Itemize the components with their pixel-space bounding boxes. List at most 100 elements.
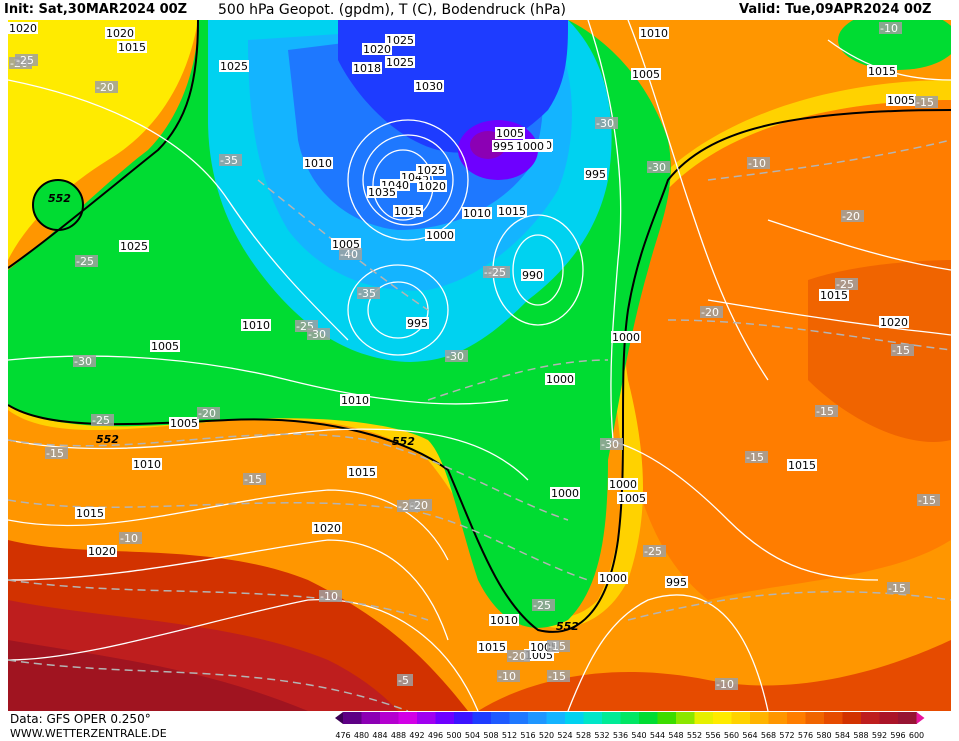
isobar-label: 1005 xyxy=(170,417,198,430)
isobar-label: 1015 xyxy=(478,641,506,654)
temperature-label: -15 xyxy=(46,447,64,460)
colorbar-swatch xyxy=(583,712,603,724)
colorbar-swatch xyxy=(454,712,473,724)
colorbar-swatch xyxy=(768,712,788,724)
colorbar: 476 480 484 488 492 496 500 504 508 512 516 520 524 5… xyxy=(335,712,925,740)
isobar-label-box xyxy=(150,340,180,352)
colorbar-tick-label: 508 xyxy=(483,731,498,740)
colorbar-swatch xyxy=(639,712,658,724)
isobar-label: 1000 xyxy=(599,572,627,585)
isobar-label: 1010 xyxy=(242,319,270,332)
temperature-label-box xyxy=(643,545,666,557)
isobar-label-box xyxy=(665,576,688,588)
colorbar-swatch xyxy=(879,712,899,724)
isobar-label: 1025 xyxy=(386,34,414,47)
temperature-label-box xyxy=(547,640,570,652)
map-header: Init: Sat,30MAR2024 00Z 500 hPa Geopot. … xyxy=(0,0,959,20)
isobar-label-box xyxy=(545,373,575,385)
isobar-label-box xyxy=(417,180,447,192)
isobar-label-box xyxy=(347,466,377,478)
temperature-label: -30 xyxy=(601,438,619,451)
geopotential-552-contour xyxy=(8,109,951,633)
isobar-label: 1015 xyxy=(118,41,146,54)
colorbar-swatch xyxy=(398,712,418,724)
colorbar-tick-label: 568 xyxy=(761,731,776,740)
temperature-label: -15 xyxy=(892,344,910,357)
colorbar-tick-label: 488 xyxy=(391,731,406,740)
isobar-label-box xyxy=(819,289,849,301)
temperature-label-box xyxy=(243,473,266,485)
temperature-label-box xyxy=(339,248,362,260)
isobar-label: 1000 xyxy=(609,478,637,491)
temperature-label-box xyxy=(841,210,864,222)
isobar-label: 1000 xyxy=(546,373,574,386)
temperature-label: -5 xyxy=(398,674,409,687)
temperature-label-box xyxy=(497,670,520,682)
temperature-label-box xyxy=(75,255,98,267)
colorbar-tick-label: 536 xyxy=(613,731,628,740)
temperature-label: -30 xyxy=(596,117,614,130)
colorbar-tick-label: 588 xyxy=(853,731,868,740)
geopotential-552-contour-west xyxy=(8,20,199,269)
isobar-label: 1025 xyxy=(120,240,148,253)
isobar-label-box xyxy=(886,94,916,106)
isobar-label: 1010 xyxy=(640,27,668,40)
temperature-label: -15 xyxy=(916,96,934,109)
isobar-label: 1020 xyxy=(106,27,134,40)
isobar-label: 1015 xyxy=(498,205,526,218)
isobar-label: 1020 xyxy=(9,22,37,35)
temperature-label-box xyxy=(357,287,380,299)
temperature-label: -30 xyxy=(308,328,326,341)
west-green-cutoff xyxy=(33,180,83,230)
isobar-label-box xyxy=(87,545,117,557)
temperature-label-box xyxy=(95,81,118,93)
colorbar-tick-label: 480 xyxy=(354,731,369,740)
init-time: Init: Sat,30MAR2024 00Z xyxy=(4,2,188,17)
temperature-label: -20 xyxy=(508,650,526,663)
isobar-label: 1005 xyxy=(887,94,915,107)
isobar-label: 1005 xyxy=(496,127,524,140)
isobar-label: 1005 xyxy=(151,340,179,353)
isobar-label: 1025 xyxy=(386,56,414,69)
geopotential-label: 552 xyxy=(48,192,71,205)
isobar-label-box xyxy=(385,34,415,46)
isobar-label: 1010 xyxy=(133,458,161,471)
isobar-label: 1015 xyxy=(394,205,422,218)
isobar-label: 1015 xyxy=(348,466,376,479)
isobar-label-box xyxy=(425,229,455,241)
temperature-label: -25 xyxy=(76,255,94,268)
isobar-label-box xyxy=(867,65,897,77)
colorbar-tick-label: 520 xyxy=(539,731,554,740)
isobar-label-box xyxy=(119,240,149,252)
colorbar-swatch xyxy=(528,712,547,724)
temperature-label-box xyxy=(219,154,242,166)
isobar-label-box xyxy=(75,507,105,519)
temperature-label-box xyxy=(15,54,38,66)
colorbar-swatch xyxy=(805,712,825,724)
colorbar-swatch xyxy=(343,712,362,724)
temperature-label-group: -20 -20 -35 -25 -40 -35 -25 -30 -30 -25 -20 -15 -15 -… xyxy=(9,22,940,691)
isobar-label: 1000 xyxy=(612,331,640,344)
temperature-label: -15 xyxy=(548,640,566,653)
temperature-label-box xyxy=(595,117,618,129)
isobar-label-box xyxy=(393,205,423,217)
colorbar-tick-label: 516 xyxy=(520,731,535,740)
isobar-label: 1005 xyxy=(632,68,660,81)
isobar-label: 1010 xyxy=(304,157,332,170)
colorbar-max-arrow xyxy=(916,712,925,724)
colorbar-tick-label: 576 xyxy=(798,731,813,740)
colorbar-tick-label: 596 xyxy=(890,731,905,740)
isobar-label: 1020 xyxy=(313,522,341,535)
colorbar-swatch xyxy=(546,712,566,724)
cold-darkblue-region xyxy=(338,20,568,153)
temperature-label-box xyxy=(91,414,114,426)
temperature-label: -20 xyxy=(410,499,428,512)
colorbar-tick-label: 524 xyxy=(557,731,572,740)
temperature-label: -15 xyxy=(918,494,936,507)
temperature-label: -10 xyxy=(880,22,898,35)
data-source: Data: GFS OPER 0.250° xyxy=(10,712,151,726)
northeast-green-region xyxy=(838,20,951,70)
isobar-label-box xyxy=(477,641,507,653)
temperature-label: -25 xyxy=(16,54,34,67)
isobar-label-box xyxy=(787,459,817,471)
